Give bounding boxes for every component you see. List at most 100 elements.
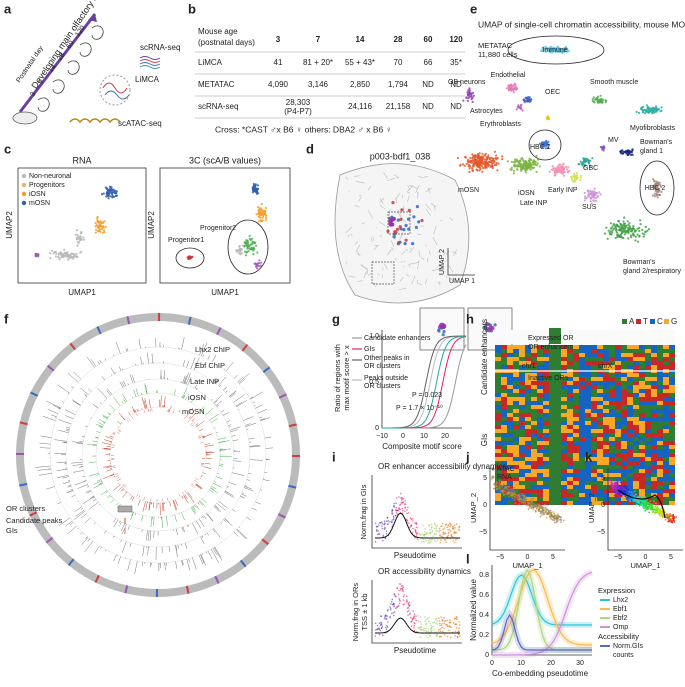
cell-dot	[251, 240, 254, 243]
zoom-box	[387, 211, 411, 235]
heat-cell	[531, 425, 537, 429]
track-signal	[188, 416, 192, 419]
track-signal	[71, 385, 74, 388]
heat-cell	[507, 381, 513, 385]
heat-cell	[597, 433, 603, 437]
track-signal	[214, 381, 216, 383]
chromosome-trace	[416, 193, 419, 199]
heat-cell	[609, 425, 615, 429]
heat-cell	[621, 473, 627, 477]
heat-cell	[633, 389, 639, 393]
cell-dot	[413, 627, 415, 629]
track-signal	[190, 507, 196, 515]
gi-mark	[167, 497, 169, 501]
heat-cell	[549, 497, 555, 501]
gi-mark	[168, 409, 170, 413]
track-signal	[193, 357, 200, 371]
heat-cell	[627, 357, 633, 361]
heat-cell	[555, 365, 561, 369]
cell-dot	[496, 169, 499, 172]
heat-cell	[555, 465, 561, 469]
heat-cell	[501, 393, 507, 397]
heat-cell	[579, 401, 585, 405]
heat-cell	[579, 449, 585, 453]
heat-cell	[609, 349, 615, 353]
track-signal	[140, 356, 143, 365]
heat-cell	[603, 349, 609, 353]
track-signal	[206, 532, 209, 536]
heat-cell	[537, 377, 543, 381]
heat-cell	[519, 345, 525, 349]
track-signal	[251, 507, 257, 511]
heat-cell	[501, 409, 507, 413]
cell-dot	[501, 155, 504, 158]
heat-cell	[543, 489, 549, 493]
cell-dot	[60, 254, 63, 257]
heat-cell	[573, 397, 579, 401]
heat-cell	[579, 473, 585, 477]
heat-cell	[543, 485, 549, 489]
cell-dot	[104, 225, 107, 228]
heat-cell	[525, 421, 531, 425]
heat-cell	[513, 345, 519, 349]
cell-dot	[520, 107, 523, 110]
track-signal	[241, 492, 244, 494]
cell-dot	[562, 47, 565, 50]
heat-cell	[651, 353, 657, 357]
chromosome-trace	[394, 238, 397, 240]
heat-cell	[501, 425, 507, 429]
track-signal	[73, 470, 84, 473]
gi-mark	[116, 431, 120, 434]
heat-cell	[507, 461, 513, 465]
gi-mark	[115, 473, 119, 475]
heat-cell	[513, 385, 519, 389]
track-signal	[141, 515, 144, 522]
track-signal	[181, 543, 183, 547]
heat-cell	[537, 465, 543, 469]
track-signal	[85, 489, 91, 493]
heat-cell	[639, 361, 645, 365]
cell-dot	[491, 162, 494, 165]
cell-dot	[419, 621, 422, 623]
heat-cell	[573, 457, 579, 461]
heat-cell	[603, 385, 609, 389]
heat-cell	[519, 465, 525, 469]
cell-dot	[414, 531, 417, 533]
track-signal	[84, 540, 94, 552]
cell-dot	[251, 243, 254, 246]
cell-dot	[632, 234, 636, 237]
cell-dot	[505, 482, 508, 485]
heat-cell	[501, 457, 507, 461]
track-signal	[102, 465, 112, 468]
heat-cell	[597, 377, 603, 381]
cell-dot	[98, 228, 102, 231]
heat-cell	[657, 493, 663, 497]
heat-cell	[627, 457, 633, 461]
heat-cell	[567, 437, 573, 441]
cell-dot	[626, 149, 629, 152]
cell-dot	[594, 193, 597, 196]
track-signal	[201, 535, 203, 537]
gi-mark	[200, 442, 204, 444]
heat-cell	[639, 453, 645, 457]
heat-cell	[603, 345, 609, 349]
cell-dot	[396, 587, 399, 590]
heat-cell	[555, 377, 561, 381]
cell-dot	[386, 523, 389, 526]
heat-cell	[651, 345, 657, 349]
heat-cell	[513, 469, 519, 473]
heat-cell	[645, 405, 651, 409]
cell-dot	[410, 616, 412, 619]
track-signal	[216, 476, 223, 480]
track-signal	[170, 405, 172, 409]
heat-cell	[555, 413, 561, 417]
cell-dot	[481, 170, 484, 173]
cell-dot	[442, 528, 445, 530]
heat-cell	[579, 489, 585, 493]
heat-cell	[561, 493, 567, 497]
track-signal	[144, 383, 147, 395]
track-signal	[191, 506, 196, 514]
heat-cell	[525, 497, 531, 501]
track-signal	[142, 545, 145, 557]
heat-cell	[669, 481, 675, 485]
